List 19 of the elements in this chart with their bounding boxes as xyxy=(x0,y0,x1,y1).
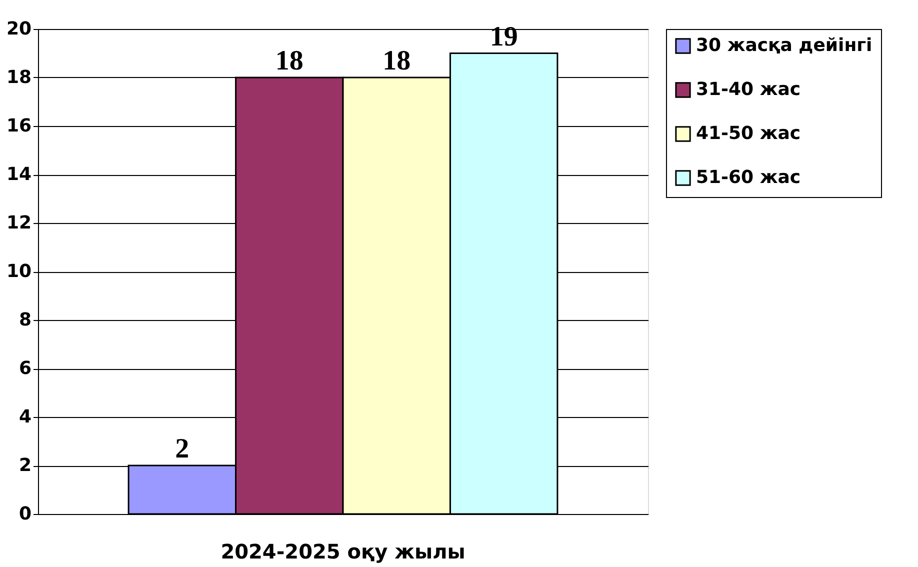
data-label: 18 xyxy=(382,46,411,76)
data-label: 18 xyxy=(275,46,304,76)
y-tick-label: 18 xyxy=(6,67,32,88)
y-tick-label: 2 xyxy=(18,455,32,476)
y-tick-label: 6 xyxy=(18,358,32,379)
y-tick-label: 4 xyxy=(18,406,32,428)
legend-label: 41-50 жас xyxy=(696,123,801,144)
legend-label: 30 жасқа дейінгі xyxy=(696,35,872,56)
y-tick-label: 14 xyxy=(6,164,32,185)
y-tick-label: 20 xyxy=(6,18,32,40)
y-tick-label: 0 xyxy=(18,504,32,524)
y-tick-label: 12 xyxy=(6,212,32,234)
data-label: 2 xyxy=(175,434,190,464)
legend-label: 31-40 жас xyxy=(696,79,801,100)
y-tick-label: 8 xyxy=(18,310,32,330)
y-tick-label: 16 xyxy=(6,116,32,136)
x-tick-label: 2024-2025 оқу жылы xyxy=(220,540,466,564)
y-tick-label: 10 xyxy=(6,261,32,282)
legend-label: 51-60 жас xyxy=(696,167,801,188)
